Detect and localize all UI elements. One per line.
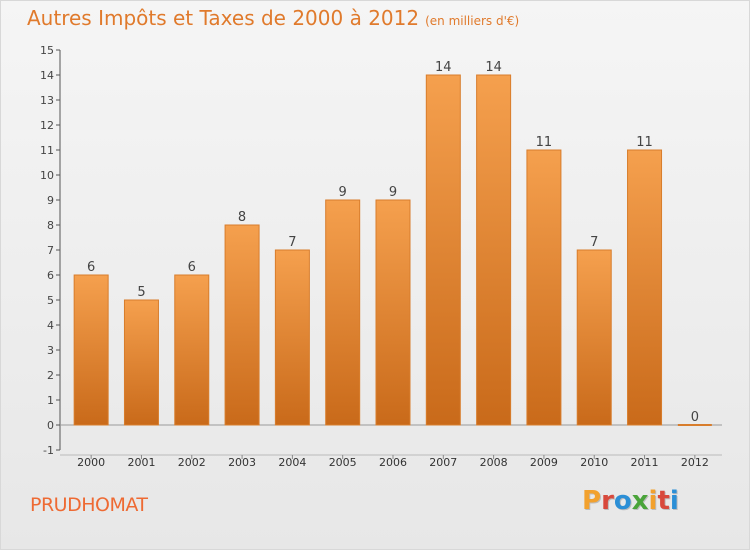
logo-letter: P: [582, 486, 602, 516]
data-label: 11: [536, 135, 553, 150]
data-label: 6: [188, 260, 196, 275]
bar: [274, 249, 310, 426]
x-tick-label: 2001: [127, 456, 155, 469]
chart-title: Autres Impôts et Taxes de 2000 à 2012 (en…: [27, 6, 519, 30]
proxiti-logo[interactable]: Proxiti: [582, 486, 679, 516]
bar: [73, 274, 109, 426]
data-label: 9: [339, 185, 347, 200]
data-label: 14: [485, 60, 502, 75]
data-label: 5: [137, 285, 145, 300]
logo-letter: i: [648, 486, 658, 516]
data-label: 11: [636, 135, 653, 150]
data-label: 7: [288, 235, 296, 250]
logo-letter: t: [657, 486, 670, 516]
y-tick-label: 15: [40, 44, 54, 57]
x-tick-label: 2009: [530, 456, 558, 469]
x-tick-label: 2011: [631, 456, 659, 469]
data-label: 14: [435, 60, 452, 75]
y-tick-label: 1: [47, 394, 54, 407]
x-tick-label: 2008: [480, 456, 508, 469]
x-tick-label: 2004: [278, 456, 306, 469]
y-tick-label: 12: [40, 119, 54, 132]
y-tick-label: 4: [47, 319, 54, 332]
y-tick-label: 7: [47, 244, 54, 257]
x-tick-label: 2002: [178, 456, 206, 469]
y-tick-label: 8: [47, 219, 54, 232]
place-name: PRUDHOMAT: [30, 494, 148, 516]
logo-letter: o: [613, 486, 632, 516]
y-tick-label: 11: [40, 144, 54, 157]
data-label: 9: [389, 185, 397, 200]
x-tick-label: 2005: [329, 456, 357, 469]
x-tick-label: 2012: [681, 456, 709, 469]
bar: [476, 74, 512, 426]
y-tick-label: -1: [43, 444, 54, 457]
x-tick-label: 2000: [77, 456, 105, 469]
labels-group: 6 2000 5 2001 6 2002 8 2003 7 2004 9 2005 9 2006 14 200…: [77, 60, 709, 469]
bar: [627, 149, 663, 426]
bar: [174, 274, 210, 426]
y-tick-label: 3: [47, 344, 54, 357]
y-tick-label: 10: [40, 169, 54, 182]
y-tick-label: 9: [47, 194, 54, 207]
logo-letter: r: [601, 486, 614, 516]
x-tick-label: 2006: [379, 456, 407, 469]
bar: [375, 199, 411, 426]
y-tick-label: 6: [47, 269, 54, 282]
bar: [425, 74, 461, 426]
x-tick-label: 2010: [580, 456, 608, 469]
x-tick-label: 2003: [228, 456, 256, 469]
data-label: 6: [87, 260, 95, 275]
logo-letter: x: [631, 486, 649, 516]
bars-group: [73, 74, 712, 426]
bar: [325, 199, 361, 426]
data-label: 8: [238, 210, 246, 225]
bar: [576, 249, 612, 426]
logo-letter: i: [669, 486, 679, 516]
title-unit: (en milliers d'€): [425, 14, 520, 28]
bar: [123, 299, 159, 426]
y-tick-label: 13: [40, 94, 54, 107]
data-label: 0: [691, 410, 699, 425]
title-text: Autres Impôts et Taxes de 2000 à 2012: [27, 6, 420, 30]
y-tick-label: 0: [47, 419, 54, 432]
data-label: 7: [590, 235, 598, 250]
y-tick-label: 14: [40, 69, 54, 82]
y-tick-label: 2: [47, 369, 54, 382]
x-tick-label: 2007: [429, 456, 457, 469]
bar: [224, 224, 260, 426]
bar: [526, 149, 562, 426]
y-tick-label: 5: [47, 294, 54, 307]
